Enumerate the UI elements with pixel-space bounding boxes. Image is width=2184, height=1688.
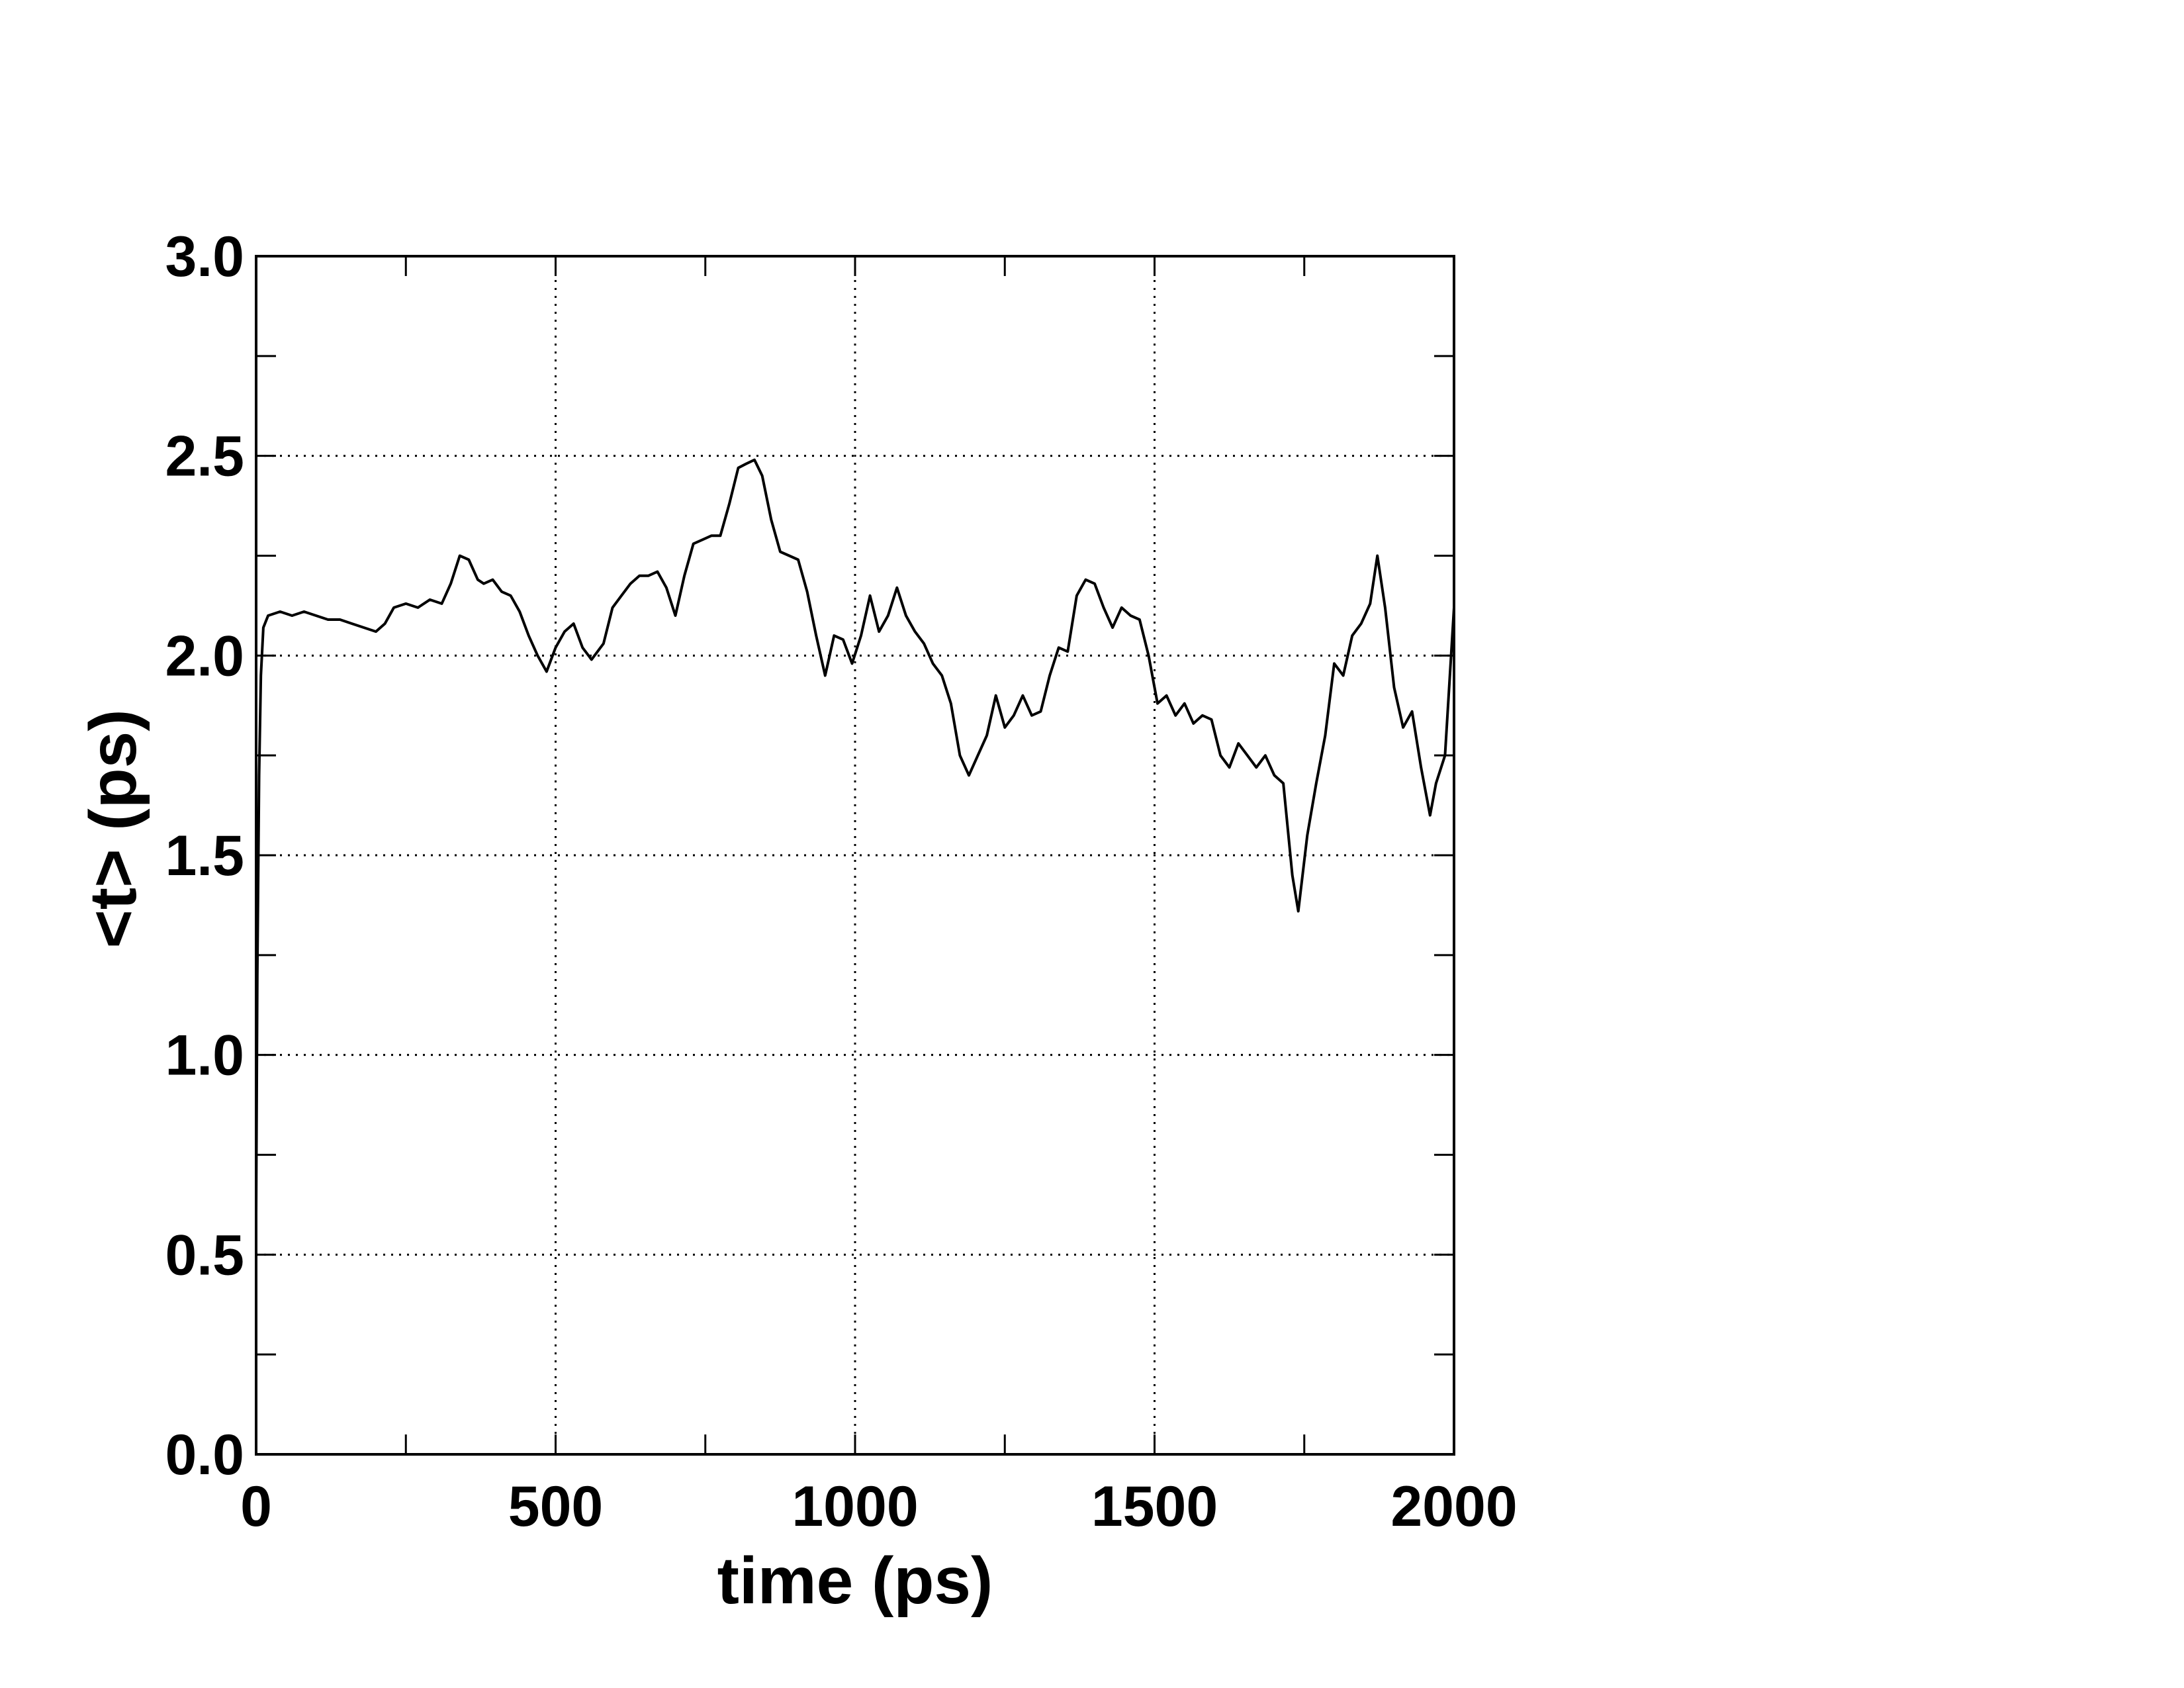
y-tick-label: 0.5 — [165, 1223, 244, 1287]
y-axis-title: <t> (ps) — [76, 709, 150, 948]
x-tick-labels: 0 500 1000 1500 2000 — [240, 1475, 1518, 1538]
y-tick-label: 3.0 — [165, 225, 244, 289]
y-tick-label: 2.0 — [165, 624, 244, 688]
series-layer — [255, 458, 1455, 1215]
x-axis-title: time (ps) — [717, 1544, 993, 1618]
y-tick-labels: 0.0 0.5 1.0 1.5 2.0 2.5 3.0 — [165, 225, 244, 1487]
x-tick-label: 1500 — [1091, 1475, 1218, 1538]
y-tick-label: 2.5 — [165, 425, 244, 489]
x-tick-label: 1000 — [792, 1475, 918, 1538]
y-tick-label: 1.0 — [165, 1024, 244, 1088]
x-tick-label: 500 — [508, 1475, 604, 1538]
y-tick-label: 0.0 — [165, 1423, 244, 1487]
series-line — [255, 458, 1455, 1215]
y-tick-label: 1.5 — [165, 824, 244, 888]
plot-frame — [255, 255, 1455, 1456]
x-tick-label: 2000 — [1390, 1475, 1517, 1538]
grid-lines — [256, 256, 1454, 1454]
x-tick-label: 0 — [240, 1475, 272, 1538]
